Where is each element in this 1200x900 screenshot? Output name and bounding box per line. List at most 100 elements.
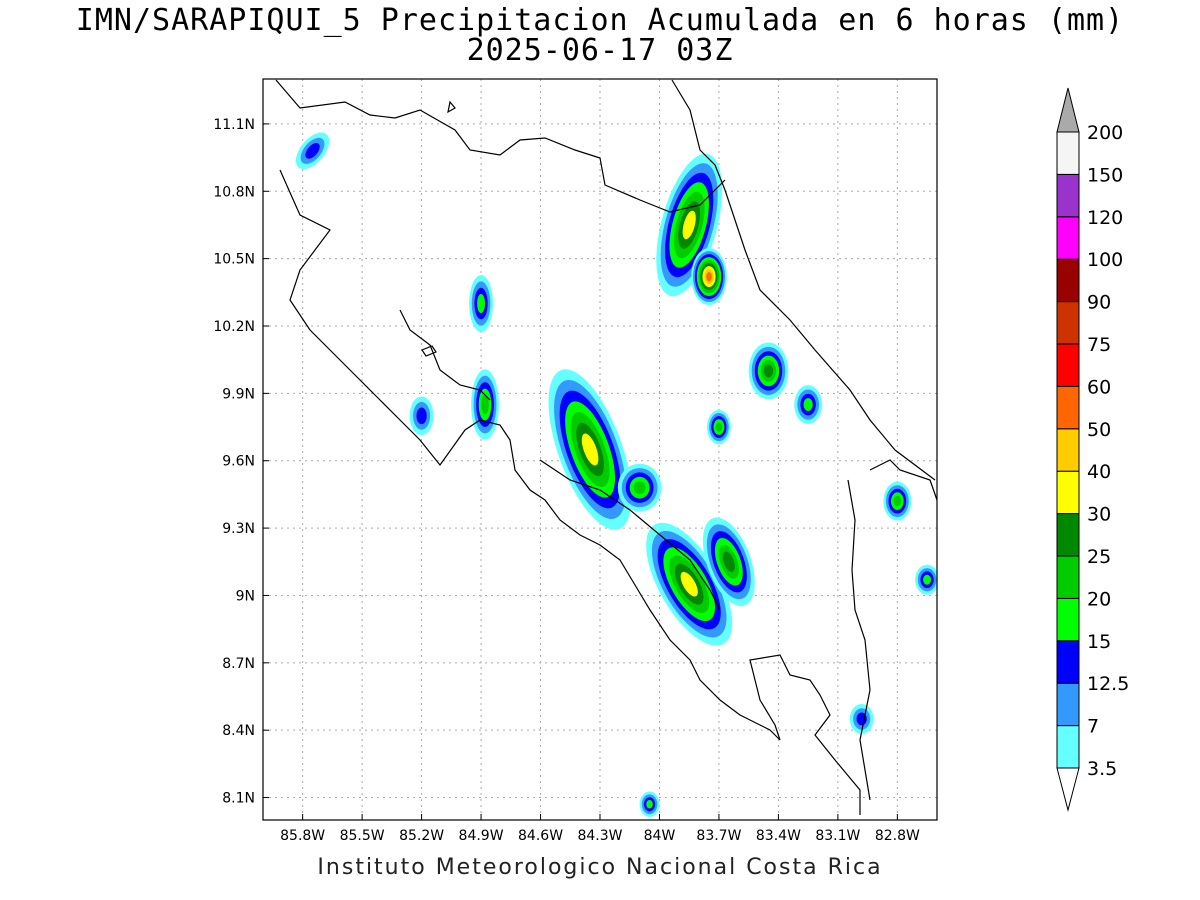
panama-border-line <box>847 479 871 801</box>
interior-boundary-line <box>539 459 721 611</box>
legend-level-label: 40 <box>1087 461 1111 483</box>
lat-tick-label: 10.5N <box>213 252 255 268</box>
lon-tick-label: 83.7W <box>696 828 741 844</box>
legend-swatch <box>1056 173 1080 218</box>
lat-tick-label: 10.8N <box>213 184 255 200</box>
map-title: IMN/SARAPIQUI_5 Precipitacion Acumulada … <box>75 3 1125 38</box>
rain-contour <box>715 422 723 432</box>
rain-cell <box>915 564 937 595</box>
rain-cell <box>748 342 789 400</box>
legend-level-label: 60 <box>1087 376 1111 398</box>
lon-tick-label: 84.6W <box>518 828 563 844</box>
rain-cell <box>471 369 499 440</box>
rain-contour <box>633 481 646 495</box>
axis-ticks: 85.8W 85.5W 85.2W 84.9W 84.6W 84.3W 84W 83.7W 83… <box>213 117 920 844</box>
rain-contour <box>481 394 489 415</box>
precip-field <box>295 132 937 818</box>
nicoya-island <box>421 345 437 357</box>
lat-tick-label: 9.9N <box>222 386 255 402</box>
rain-cell <box>883 481 912 521</box>
legend-level-label: 90 <box>1087 292 1111 314</box>
legend-level-label: 120 <box>1087 207 1123 229</box>
rain-contour <box>646 800 653 809</box>
rain-contour <box>763 364 774 378</box>
legend-swatch <box>1056 131 1080 175</box>
legend-level-label: 100 <box>1087 249 1123 271</box>
legend-swatch <box>1056 513 1080 557</box>
legend-level-label: 150 <box>1087 164 1123 186</box>
legend-level-label: 7 <box>1087 716 1099 738</box>
rain-cell <box>794 385 823 425</box>
rain-cell <box>295 132 330 170</box>
rain-cell <box>548 369 632 530</box>
legend-level-label: 25 <box>1087 546 1111 568</box>
coastlines <box>275 79 937 815</box>
rain-contour <box>477 294 486 314</box>
legend-level-label: 15 <box>1087 631 1111 653</box>
lon-tick-label: 83.4W <box>756 828 801 844</box>
legend-level-label: 30 <box>1087 504 1111 526</box>
lat-tick-label: 8.1N <box>222 791 255 807</box>
lat-tick-label: 8.4N <box>222 723 255 739</box>
rain-contour <box>682 210 696 240</box>
legend-level-label: 12.5 <box>1087 673 1129 695</box>
rain-contour <box>923 574 932 585</box>
rain-contour <box>722 551 735 572</box>
rain-contour <box>803 398 813 412</box>
lat-tick-label: 9.3N <box>222 521 255 537</box>
rain-cell <box>469 275 494 332</box>
rain-contour <box>680 571 698 597</box>
legend-swatch <box>1056 555 1080 599</box>
rain-contour <box>416 407 427 425</box>
lon-tick-label: 84W <box>644 828 676 844</box>
rain-cell <box>646 522 733 646</box>
rain-contour <box>305 143 320 159</box>
rain-cell <box>409 396 434 436</box>
legend-swatch <box>1056 343 1080 387</box>
lat-tick-label: 9.6N <box>222 454 255 470</box>
rain-cell <box>639 791 660 818</box>
lat-tick-label: 8.7N <box>222 656 255 672</box>
rain-contour <box>893 495 902 507</box>
legend-swatch <box>1056 385 1080 430</box>
legend-max-arrow <box>1056 87 1080 133</box>
legend-level-label: 200 <box>1087 122 1123 144</box>
legend-swatch <box>1056 682 1080 727</box>
lon-tick-label: 83.1W <box>815 828 860 844</box>
bocas-coastline <box>869 459 937 501</box>
rain-cell <box>702 517 755 607</box>
rain-contour <box>856 712 867 726</box>
lat-tick-label: 11.1N <box>213 117 255 133</box>
nicoya-gulf-coast <box>399 309 491 401</box>
rain-cell <box>691 248 727 306</box>
institution-credit: Instituto Meteorologico Nacional Costa R… <box>317 855 883 880</box>
lon-tick-label: 85.8W <box>280 828 325 844</box>
legend-level-label: 50 <box>1087 419 1111 441</box>
lon-tick-label: 85.5W <box>340 828 385 844</box>
lon-tick-label: 85.2W <box>399 828 444 844</box>
lat-tick-label: 10.2N <box>213 319 255 335</box>
legend-swatch <box>1056 216 1080 260</box>
caribbean-coastline <box>671 79 936 481</box>
rain-cell <box>849 703 874 734</box>
legend-level-label: 75 <box>1087 334 1111 356</box>
rain-contour <box>706 272 712 282</box>
rain-contour <box>581 433 599 466</box>
rain-cell <box>706 409 731 445</box>
legend-swatch <box>1056 597 1080 642</box>
legend-swatch <box>1056 640 1080 684</box>
legend-level-label: 3.5 <box>1087 758 1117 780</box>
lat-tick-label: 9N <box>236 588 255 604</box>
legend-swatch <box>1056 470 1080 515</box>
legend-swatch <box>1056 258 1080 303</box>
lon-tick-label: 84.3W <box>577 828 622 844</box>
lon-tick-label: 84.9W <box>459 828 504 844</box>
nicaragua-lake-island <box>447 100 456 114</box>
rain-cell <box>617 463 662 512</box>
northern-border-line <box>275 79 726 213</box>
legend-swatch <box>1056 725 1080 769</box>
legend-swatch <box>1056 301 1080 345</box>
legend-min-arrow <box>1056 767 1080 812</box>
legend-level-label: 20 <box>1087 588 1111 610</box>
